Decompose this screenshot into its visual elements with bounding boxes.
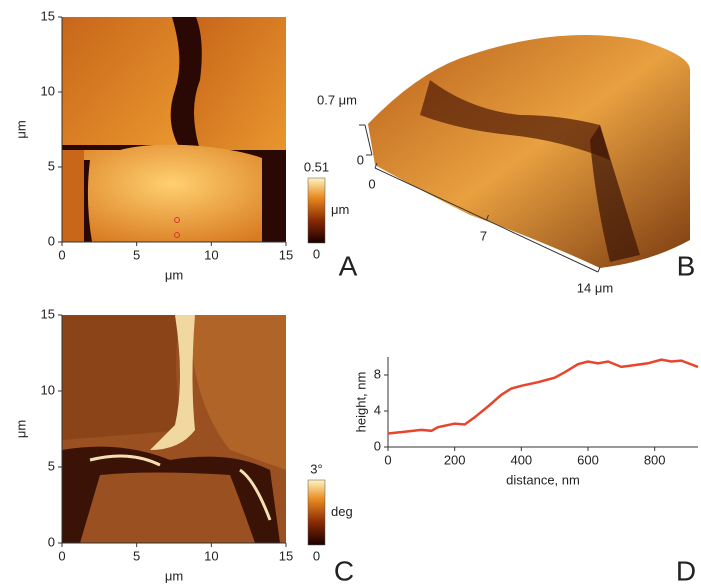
colorbar-label: deg <box>331 504 353 519</box>
y-tick-label: 0 <box>48 534 55 549</box>
y-tick-label: 4 <box>374 402 381 417</box>
panel-label: C <box>334 555 354 586</box>
grain <box>62 150 84 242</box>
x-tick-label: 800 <box>644 452 666 467</box>
x-axis-label: distance, nm <box>506 472 580 487</box>
panel-label: D <box>676 555 696 586</box>
y-tick-label: 10 <box>41 83 55 98</box>
surface <box>368 35 690 268</box>
x-tick-label: 7 <box>480 228 487 243</box>
x-tick-label: 15 <box>279 247 293 262</box>
x-tick-label: 10 <box>204 548 218 563</box>
colorbar-tick-label: 0 <box>313 548 320 563</box>
grain <box>62 315 185 440</box>
y-tick-label: 8 <box>374 366 381 381</box>
grain <box>62 145 262 242</box>
colorbar-tick-label: 0.51 <box>304 159 329 174</box>
y-axis-label: μm <box>13 120 28 138</box>
colorbar-tick-label: 3° <box>310 461 322 476</box>
panel-label: A <box>339 250 358 281</box>
x-tick-label: 0 <box>58 548 65 563</box>
x-tick-label: 400 <box>510 452 532 467</box>
x-tick-label: 14 μm <box>577 280 613 295</box>
colorbar-tick-label: 0 <box>313 246 320 261</box>
colorbar-label: μm <box>331 202 349 217</box>
colorbar <box>308 480 325 545</box>
surface-3d <box>368 35 690 268</box>
colorbar <box>308 178 325 243</box>
x-tick-label: 5 <box>133 247 140 262</box>
x-axis-label: μm <box>165 568 183 583</box>
x-tick-label: 5 <box>133 548 140 563</box>
y-tick-label: 15 <box>41 306 55 321</box>
x-axis-label: μm <box>165 267 183 282</box>
y-tick-label: 0 <box>374 438 381 453</box>
line <box>388 360 698 434</box>
height-image <box>62 17 286 242</box>
phase-image <box>62 315 286 543</box>
y-tick-label: 5 <box>48 458 55 473</box>
x-tick-label: 0 <box>384 452 391 467</box>
y-tick-label: 15 <box>41 8 55 23</box>
figure: 0 5 10 15 0 5 10 15 μm μm 0 0.51 μm A 0 0.7 μm 0 7 14 μm B 0… <box>0 0 701 587</box>
panel-label: B <box>677 250 696 281</box>
y-axis-label: μm <box>13 420 28 438</box>
x-tick-label: 600 <box>577 452 599 467</box>
grain <box>62 17 179 145</box>
x-tick-label: 15 <box>279 548 293 563</box>
y-axis-label: height, nm <box>353 372 368 433</box>
x-tick-label: 200 <box>444 452 466 467</box>
x-tick-label: 0 <box>368 176 375 191</box>
y-tick-label: 5 <box>48 158 55 173</box>
y-tick-label: 10 <box>41 382 55 397</box>
grain <box>194 17 286 150</box>
x-tick <box>598 267 600 272</box>
x-tick-label: 0 <box>58 247 65 262</box>
z-tick-label: 0.7 μm <box>317 92 357 107</box>
x-tick-label: 10 <box>204 247 218 262</box>
z-tick-label: 0 <box>357 152 364 167</box>
y-tick-label: 0 <box>48 233 55 248</box>
